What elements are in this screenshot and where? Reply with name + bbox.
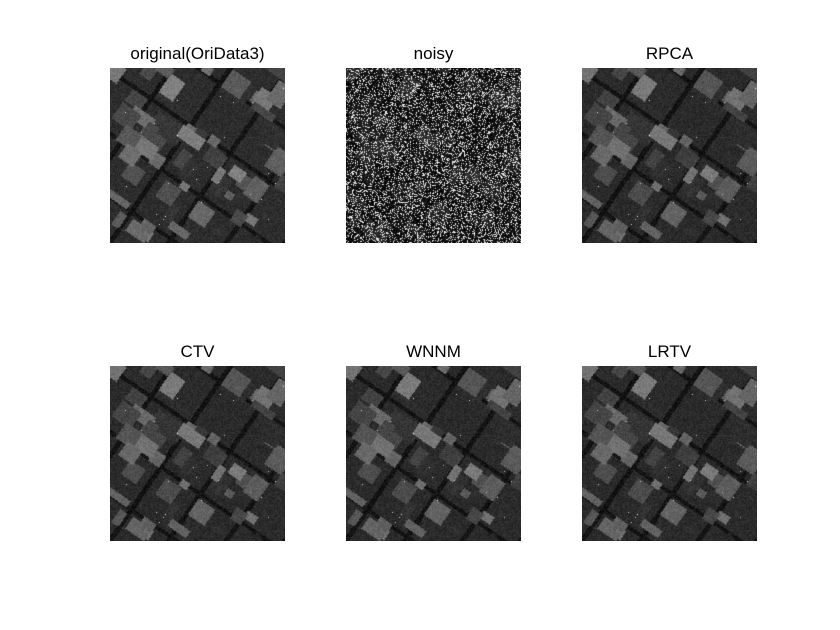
panel-title: LRTV — [647, 342, 692, 361]
panel-title: CTV — [180, 342, 215, 361]
panel-original: original(OriData3) — [110, 44, 285, 243]
panel-wnnm: WNNM — [346, 342, 521, 541]
lrtv-image — [582, 366, 757, 541]
panel-title: WNNM — [406, 342, 461, 361]
panel-ctv: CTV — [110, 342, 285, 541]
noisy-image — [346, 68, 521, 243]
panel-title: noisy — [413, 44, 454, 63]
original-image — [110, 68, 285, 243]
panel-noisy: noisy — [346, 44, 521, 243]
panel-title: original(OriData3) — [130, 44, 265, 63]
panel-lrtv: LRTV — [582, 342, 757, 541]
panel-title: RPCA — [645, 44, 694, 63]
panel-rpca: RPCA — [582, 44, 757, 243]
wnnm-image — [346, 366, 521, 541]
ctv-image — [110, 366, 285, 541]
rpca-image — [582, 68, 757, 243]
